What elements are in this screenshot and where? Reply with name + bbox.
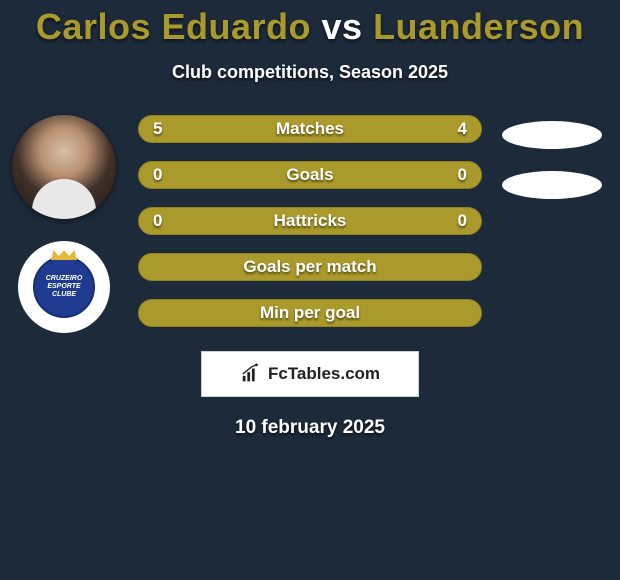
stat-label: Min per goal: [260, 303, 360, 323]
player-b-avatar-placeholder: [502, 121, 602, 149]
site-attribution: FcTables.com: [201, 351, 419, 397]
stat-right-value: 0: [458, 165, 467, 185]
stat-bar-hattricks: 0 Hattricks 0: [138, 207, 482, 235]
stat-bars: 5 Matches 4 0 Goals 0 0 Hattricks 0 Goal…: [138, 115, 482, 327]
player-a-avatar: [12, 115, 116, 219]
player-b-name: Luanderson: [373, 6, 584, 47]
page-title: Carlos Eduardo vs Luanderson: [0, 0, 620, 48]
stat-label: Goals per match: [243, 257, 376, 277]
stat-right-value: 0: [458, 211, 467, 231]
stat-bar-matches: 5 Matches 4: [138, 115, 482, 143]
club-badge: CRUZEIRO ESPORTE CLUBE: [18, 241, 110, 333]
right-column: [496, 115, 608, 199]
player-b-club-placeholder: [502, 171, 602, 199]
stat-bar-goals-per-match: Goals per match: [138, 253, 482, 281]
club-badge-text: CRUZEIRO ESPORTE CLUBE: [35, 275, 93, 298]
stat-label: Matches: [276, 119, 344, 139]
stat-right-value: 4: [458, 119, 467, 139]
stat-bar-min-per-goal: Min per goal: [138, 299, 482, 327]
stat-left-value: 0: [153, 165, 162, 185]
club-badge-inner: CRUZEIRO ESPORTE CLUBE: [33, 256, 95, 318]
comparison-panel: CRUZEIRO ESPORTE CLUBE 5 Matches 4 0 Goa…: [0, 115, 620, 327]
stat-label: Goals: [286, 165, 333, 185]
vs-word: vs: [322, 6, 363, 47]
site-label: FcTables.com: [268, 364, 380, 384]
crown-icon: [51, 250, 77, 260]
stat-bar-goals: 0 Goals 0: [138, 161, 482, 189]
chart-icon: [240, 363, 262, 385]
subtitle: Club competitions, Season 2025: [0, 62, 620, 83]
stat-left-value: 5: [153, 119, 162, 139]
infographic-date: 10 february 2025: [0, 417, 620, 439]
stat-left-value: 0: [153, 211, 162, 231]
player-a-name: Carlos Eduardo: [36, 6, 311, 47]
left-column: CRUZEIRO ESPORTE CLUBE: [8, 115, 120, 333]
stat-label: Hattricks: [274, 211, 347, 231]
